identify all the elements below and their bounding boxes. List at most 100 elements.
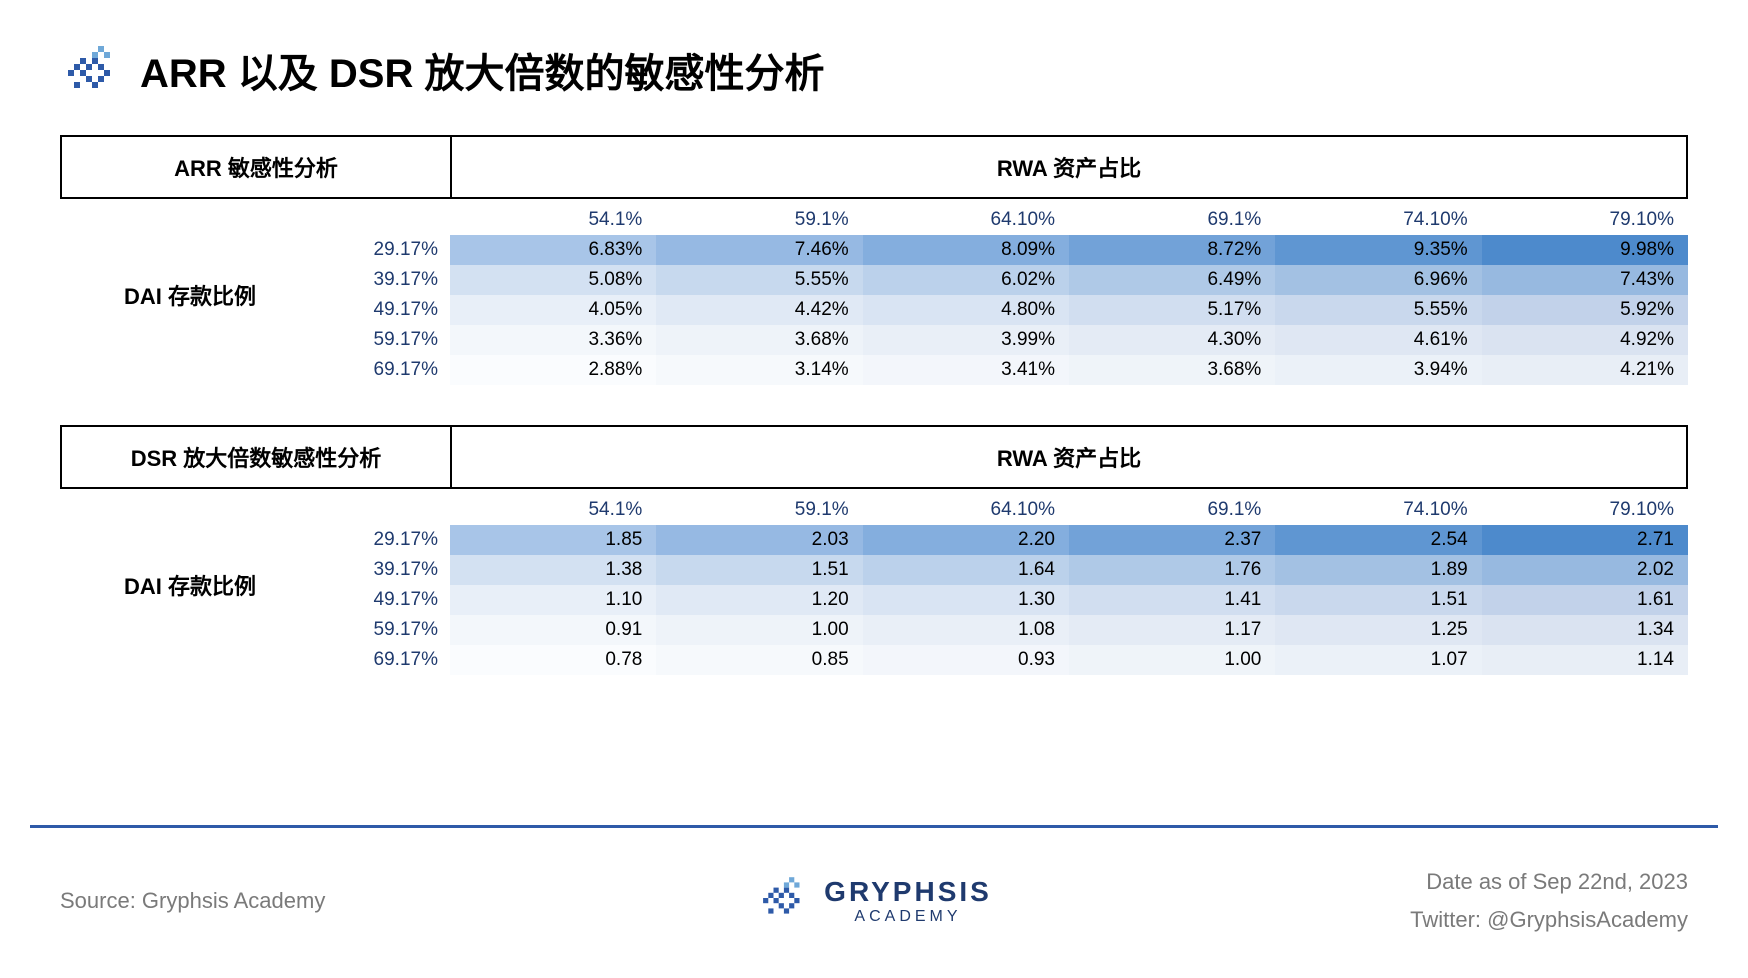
data-cell: 1.85 (450, 525, 656, 555)
data-cell: 2.02 (1482, 555, 1688, 585)
column-header: 79.10% (1482, 495, 1688, 525)
data-cell: 0.85 (656, 645, 862, 675)
row-header-spacer (320, 205, 450, 235)
column-header: 79.10% (1482, 205, 1688, 235)
data-cell: 1.38 (450, 555, 656, 585)
row-header: 39.17% (320, 265, 450, 295)
row-axis-label: DAI 存款比例 (60, 205, 320, 385)
data-cell: 1.41 (1069, 585, 1275, 615)
data-cell: 4.42% (656, 295, 862, 325)
row-header: 39.17% (320, 555, 450, 585)
column-header: 64.10% (863, 495, 1069, 525)
data-cell: 8.09% (863, 235, 1069, 265)
column-header: 74.10% (1275, 205, 1481, 235)
brand-name: GRYPHSIS (824, 876, 992, 908)
data-cell: 5.55% (656, 265, 862, 295)
data-cell: 6.96% (1275, 265, 1481, 295)
table-left-header: DSR 放大倍数敏感性分析 (62, 427, 452, 487)
data-cell: 3.14% (656, 355, 862, 385)
data-cell: 3.68% (656, 325, 862, 355)
data-cell: 1.10 (450, 585, 656, 615)
footer-source: Source: Gryphsis Academy (60, 888, 325, 914)
data-cell: 3.36% (450, 325, 656, 355)
data-cell: 8.72% (1069, 235, 1275, 265)
data-cell: 5.08% (450, 265, 656, 295)
data-cell: 1.17 (1069, 615, 1275, 645)
data-cell: 1.34 (1482, 615, 1688, 645)
row-header-spacer (320, 495, 450, 525)
data-cell: 3.94% (1275, 355, 1481, 385)
row-header: 49.17% (320, 295, 450, 325)
sensitivity-table: ARR 敏感性分析RWA 资产占比 DAI 存款比例29.17%39.17%49.… (60, 135, 1688, 385)
data-cell: 4.92% (1482, 325, 1688, 355)
column-header: 74.10% (1275, 495, 1481, 525)
data-cell: 5.92% (1482, 295, 1688, 325)
data-cell: 0.91 (450, 615, 656, 645)
data-cell: 9.35% (1275, 235, 1481, 265)
data-cell: 3.68% (1069, 355, 1275, 385)
data-cell: 1.20 (656, 585, 862, 615)
table-left-header: ARR 敏感性分析 (62, 137, 452, 197)
data-cell: 0.78 (450, 645, 656, 675)
column-header: 69.1% (1069, 495, 1275, 525)
data-cell: 1.51 (656, 555, 862, 585)
data-cell: 1.14 (1482, 645, 1688, 675)
data-cell: 2.54 (1275, 525, 1481, 555)
data-cell: 1.30 (863, 585, 1069, 615)
page-header: ARR 以及 DSR 放大倍数的敏感性分析 (60, 40, 1688, 100)
data-cell: 7.46% (656, 235, 862, 265)
row-header: 59.17% (320, 615, 450, 645)
column-header: 59.1% (656, 495, 862, 525)
data-cell: 4.80% (863, 295, 1069, 325)
data-cell: 2.88% (450, 355, 656, 385)
data-cell: 6.02% (863, 265, 1069, 295)
column-header: 69.1% (1069, 205, 1275, 235)
data-cell: 1.07 (1275, 645, 1481, 675)
data-cell: 2.20 (863, 525, 1069, 555)
row-header: 69.17% (320, 355, 450, 385)
data-cell: 1.89 (1275, 555, 1481, 585)
data-cell: 1.76 (1069, 555, 1275, 585)
data-cell: 5.17% (1069, 295, 1275, 325)
data-cell: 1.00 (1069, 645, 1275, 675)
data-cell: 4.05% (450, 295, 656, 325)
data-cell: 1.00 (656, 615, 862, 645)
data-cell: 2.37 (1069, 525, 1275, 555)
data-cell: 6.83% (450, 235, 656, 265)
gryphsis-logo-icon (756, 872, 808, 930)
data-cell: 1.08 (863, 615, 1069, 645)
data-cell: 2.03 (656, 525, 862, 555)
column-header: 64.10% (863, 205, 1069, 235)
page-footer: Source: Gryphsis Academy GRYPHSIS (60, 863, 1688, 938)
data-cell: 5.55% (1275, 295, 1481, 325)
data-cell: 6.49% (1069, 265, 1275, 295)
gryphsis-logo-icon (60, 40, 120, 100)
table-right-header: RWA 资产占比 (452, 137, 1686, 197)
row-header: 29.17% (320, 235, 450, 265)
row-header: 49.17% (320, 585, 450, 615)
column-header: 54.1% (450, 495, 656, 525)
sensitivity-table: DSR 放大倍数敏感性分析RWA 资产占比DAI 存款比例29.17%39.17… (60, 425, 1688, 675)
data-cell: 9.98% (1482, 235, 1688, 265)
data-cell: 4.61% (1275, 325, 1481, 355)
data-cell: 7.43% (1482, 265, 1688, 295)
data-cell: 3.99% (863, 325, 1069, 355)
footer-date: Date as of Sep 22nd, 2023 (1410, 863, 1688, 900)
data-cell: 1.25 (1275, 615, 1481, 645)
data-cell: 1.64 (863, 555, 1069, 585)
data-cell: 4.21% (1482, 355, 1688, 385)
column-header: 59.1% (656, 205, 862, 235)
row-header: 69.17% (320, 645, 450, 675)
page-title: ARR 以及 DSR 放大倍数的敏感性分析 (140, 41, 824, 99)
row-header: 29.17% (320, 525, 450, 555)
data-cell: 0.93 (863, 645, 1069, 675)
data-cell: 3.41% (863, 355, 1069, 385)
brand-subtitle: ACADEMY (854, 908, 961, 926)
row-axis-label: DAI 存款比例 (60, 495, 320, 675)
footer-brand: GRYPHSIS ACADEMY (756, 872, 992, 930)
data-cell: 4.30% (1069, 325, 1275, 355)
data-cell: 1.61 (1482, 585, 1688, 615)
data-cell: 1.51 (1275, 585, 1481, 615)
column-header: 54.1% (450, 205, 656, 235)
footer-divider (30, 825, 1718, 828)
